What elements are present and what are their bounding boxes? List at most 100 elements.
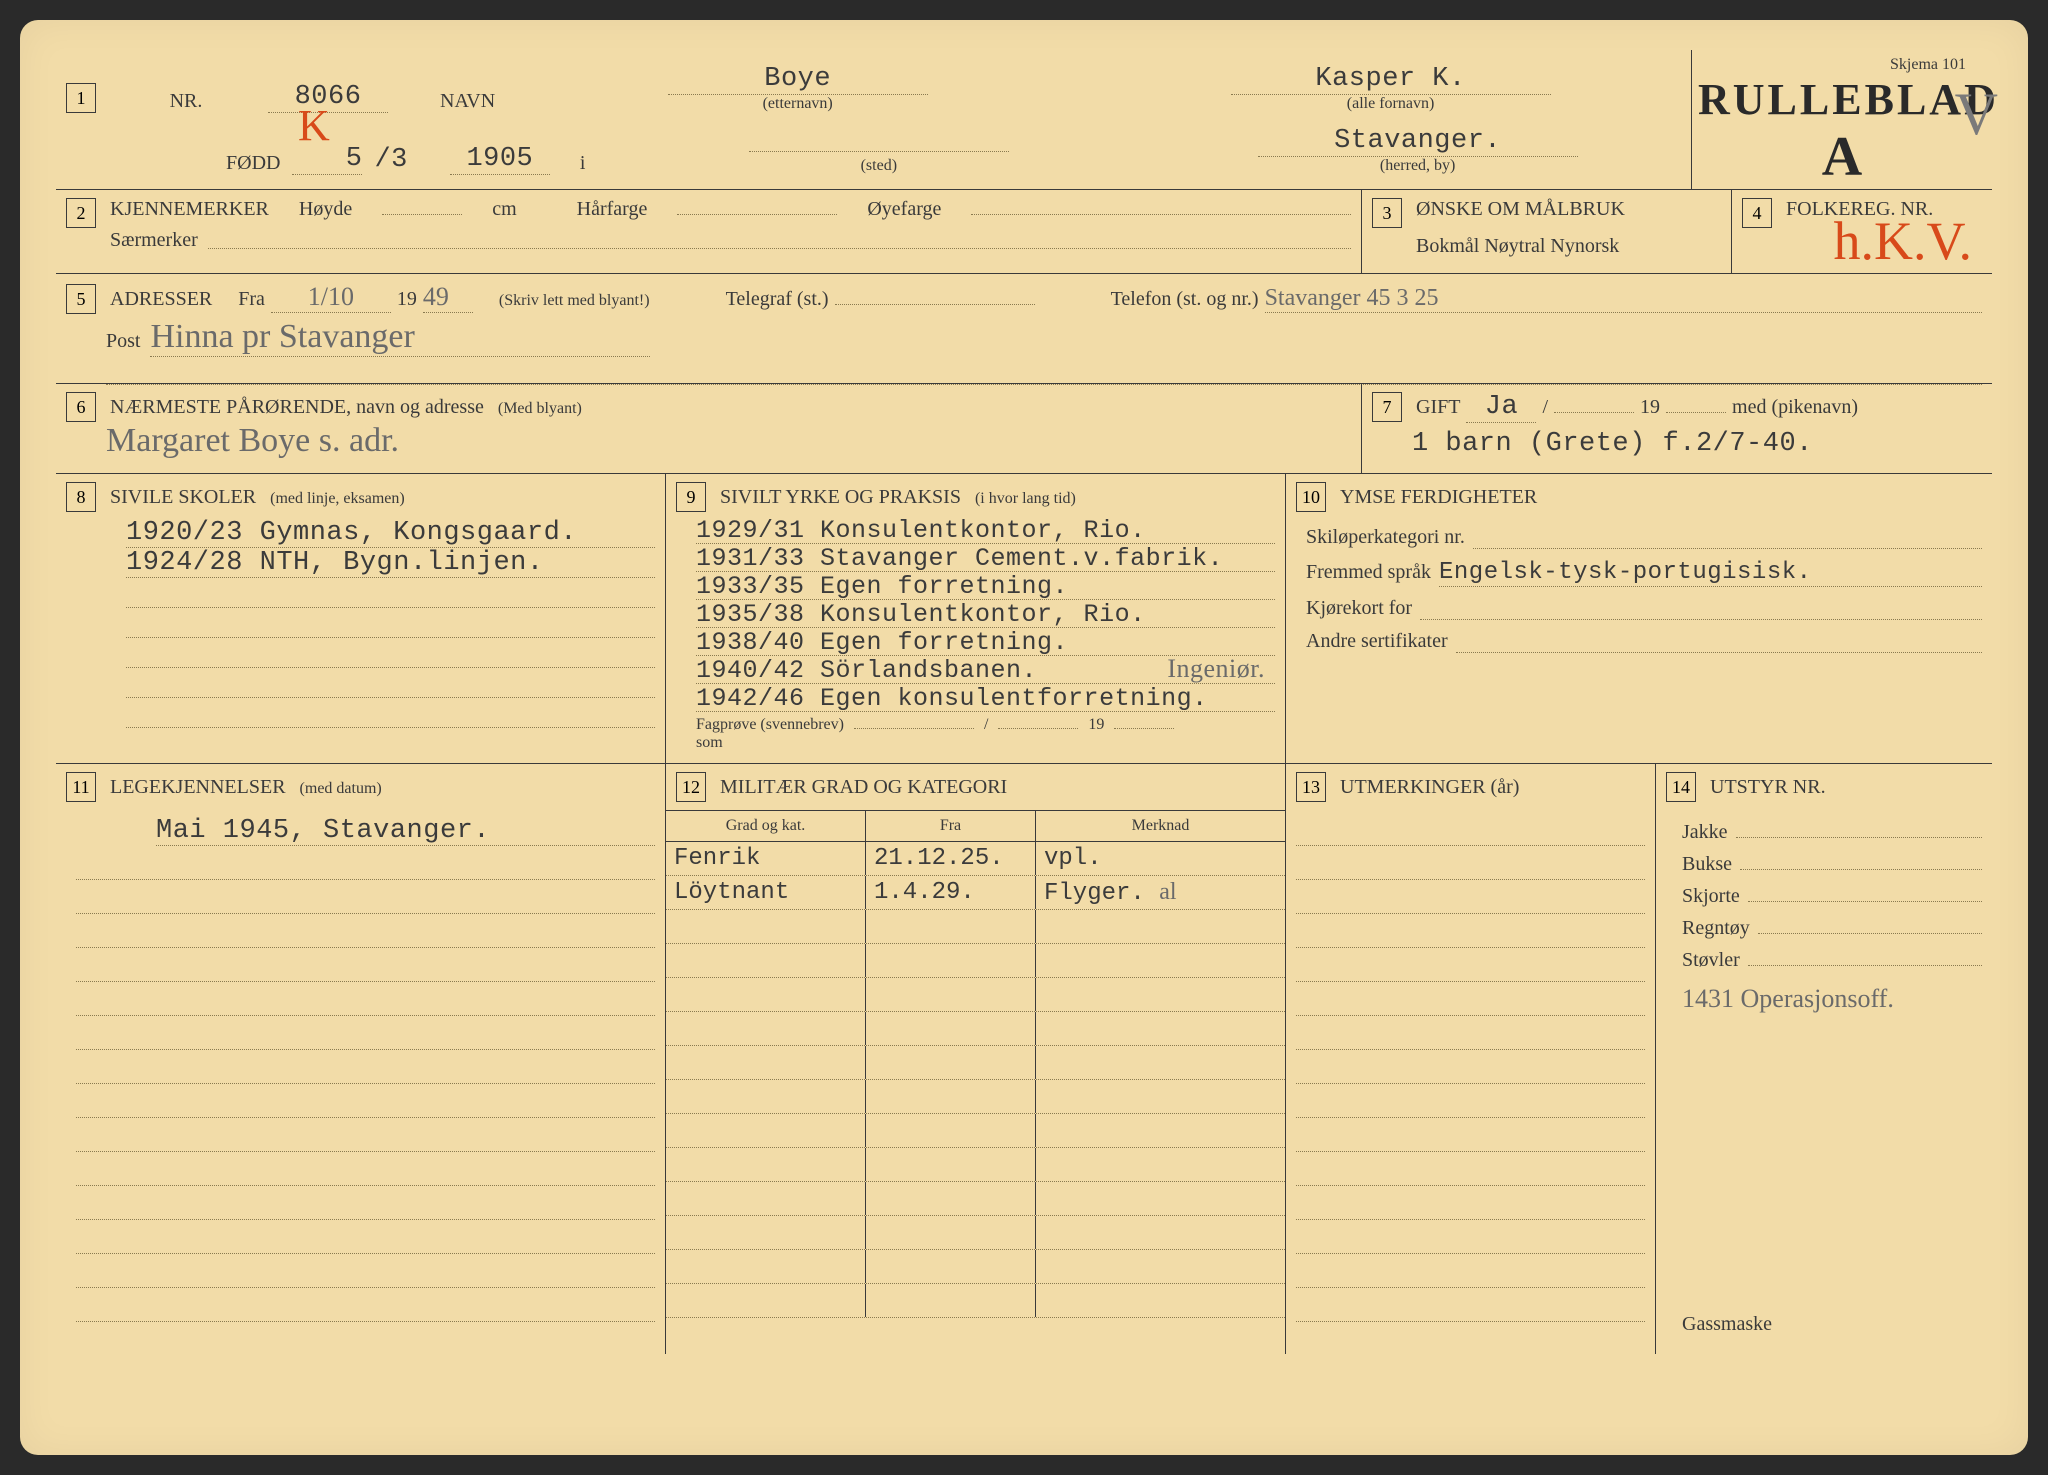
militar-row <box>666 1012 1285 1046</box>
militar-row <box>666 1114 1285 1148</box>
box-number-7: 7 <box>1372 392 1402 422</box>
militar-col2: Fra <box>866 811 1036 841</box>
skoler-title: SIVILE SKOLER <box>110 486 256 509</box>
telefon-value: Stavanger 45 3 25 <box>1265 285 1982 313</box>
yrke-lines: 1929/31 Konsulentkontor, Rio.1931/33 Sta… <box>676 516 1275 712</box>
militar-row <box>666 910 1285 944</box>
yrke-line: 1931/33 Stavanger Cement.v.fabrik. <box>696 544 1275 572</box>
skoler-line: 1924/28 NTH, Bygn.linjen. <box>126 548 655 578</box>
post-value: Hinna pr Stavanger <box>150 318 650 357</box>
nr-label: NR. <box>170 90 203 113</box>
yrke-line: 1929/31 Konsulentkontor, Rio. <box>696 516 1275 544</box>
fagprove-slash: / <box>984 716 988 734</box>
militar-row <box>666 944 1285 978</box>
navn-label: NAVN <box>440 90 495 113</box>
militar-rows: Fenrik21.12.25.vpl. Löytnant1.4.29.Flyge… <box>666 842 1285 1318</box>
form-title-letter: A <box>1698 125 1986 189</box>
box-number-5: 5 <box>66 284 96 314</box>
box-number-6: 6 <box>66 392 96 422</box>
militar-row <box>666 1148 1285 1182</box>
nr-letter: K <box>298 100 330 151</box>
skiloper-label: Skiløperkategori nr. <box>1306 526 1465 549</box>
fremmed-label: Fremmed språk <box>1306 561 1431 584</box>
yrke-line: 1938/40 Egen forretning. <box>696 628 1275 656</box>
malbruk-title: ØNSKE OM MÅLBRUK <box>1416 198 1625 221</box>
etternavn-sublabel: (etternavn) <box>507 95 1088 113</box>
lege-sub: (med datum) <box>300 780 382 798</box>
kjennemerker-label: KJENNEMERKER <box>110 198 269 221</box>
barn-value: 1 barn (Grete) f.2/7-40. <box>1372 429 1982 459</box>
militar-row <box>666 978 1285 1012</box>
militar-row: Löytnant1.4.29.Flyger. al <box>666 876 1285 910</box>
militar-row <box>666 1284 1285 1318</box>
kjorekort-label: Kjørekort for <box>1306 597 1412 620</box>
militar-row <box>666 1216 1285 1250</box>
gift-med: med (pikenavn) <box>1732 396 1858 419</box>
andre-label: Andre sertifikater <box>1306 630 1448 653</box>
etternavn-value: Boye <box>668 64 928 95</box>
militar-row <box>666 1080 1285 1114</box>
lege-title: LEGEKJENNELSER <box>110 776 286 799</box>
malbruk-options: Bokmål Nøytral Nynorsk <box>1416 235 1625 258</box>
utstyr-hand-note: 1431 Operasjonsoff. <box>1666 984 1982 1014</box>
utstyr-items: JakkeBukseSkjorteRegntøyStøvler <box>1666 820 1982 972</box>
yrke-sub: (i hvor lang tid) <box>975 490 1076 508</box>
fornavn-sublabel: (alle fornavn) <box>1100 95 1681 113</box>
fornavn-value: Kasper K. <box>1231 64 1551 95</box>
militar-title: MILITÆR GRAD OG KATEGORI <box>720 776 1007 799</box>
box-number-8: 8 <box>66 482 96 512</box>
fodd-label: FØDD <box>226 152 280 175</box>
utstyr-item-label: Regntøy <box>1682 917 1750 940</box>
box-number-10: 10 <box>1296 482 1326 512</box>
yrke-line: 1940/42 Sörlandsbanen.Ingeniør. <box>696 656 1275 684</box>
saermerker-label: Særmerker <box>110 229 198 252</box>
box-number-11: 11 <box>66 772 96 802</box>
yrke-line: 1933/35 Egen forretning. <box>696 572 1275 600</box>
fra-year-prefix: 19 <box>397 288 417 311</box>
box-number-13: 13 <box>1296 772 1326 802</box>
checkmark: V <box>1955 80 1998 149</box>
utmerkinger-title: UTMERKINGER (år) <box>1340 776 1519 799</box>
utstyr-item-label: Bukse <box>1682 853 1732 876</box>
yrke-line: 1935/38 Konsulentkontor, Rio. <box>696 600 1275 628</box>
gift-value: Ja <box>1466 392 1536 423</box>
telegraf-label: Telegraf (st.) <box>726 288 829 311</box>
skoler-sub: (med linje, eksamen) <box>270 490 405 508</box>
fra-year-suffix: 49 <box>423 282 473 313</box>
box-number-12: 12 <box>676 772 706 802</box>
som-label: som <box>676 734 1275 752</box>
militar-row <box>666 1182 1285 1216</box>
box-number-4: 4 <box>1742 198 1772 228</box>
utstyr-item-label: Støvler <box>1682 949 1740 972</box>
fagprove-label: Fagprøve (svennebrev) <box>696 716 844 734</box>
militar-row <box>666 1250 1285 1284</box>
hoyde-label: Høyde <box>299 198 352 221</box>
militar-col1: Grad og kat. <box>666 811 866 841</box>
gift-year-prefix: 19 <box>1640 396 1660 419</box>
box-number-9: 9 <box>676 482 706 512</box>
oyefarge-label: Øyefarge <box>867 198 941 221</box>
lege-blank-lines <box>66 846 655 1322</box>
utmerkinger-blank-lines <box>1296 812 1645 1322</box>
parorende-title: NÆRMESTE PÅRØRENDE, navn og adresse <box>110 396 484 419</box>
herred-value: Stavanger. <box>1258 126 1578 157</box>
gift-slash: / <box>1542 396 1548 419</box>
skjema-label: Skjema 101 <box>1698 56 1986 74</box>
parorende-sub: (Med blyant) <box>498 400 582 418</box>
harfarge-label: Hårfarge <box>577 198 648 221</box>
utstyr-title: UTSTYR NR. <box>1710 776 1826 799</box>
fremmed-value: Engelsk-tysk-portugisisk. <box>1439 559 1982 587</box>
skoler-lines: 1920/23 Gymnas, Kongsgaard.1924/28 NTH, … <box>66 518 655 728</box>
post-label: Post <box>106 330 140 353</box>
box-number-3: 3 <box>1372 198 1402 228</box>
skriv-hint: (Skriv lett med blyant!) <box>499 292 650 310</box>
utstyr-item-label: Jakke <box>1682 821 1728 844</box>
fra-date: 1/10 <box>271 282 391 313</box>
box-number-14: 14 <box>1666 772 1696 802</box>
yrke-line: 1942/46 Egen konsulentforretning. <box>696 684 1275 712</box>
parorende-value: Margaret Boye s. adr. <box>66 422 1351 460</box>
sted-sublabel: (sted) <box>615 157 1142 175</box>
box-number-2: 2 <box>66 198 96 228</box>
skoler-line: 1920/23 Gymnas, Kongsgaard. <box>126 518 655 548</box>
folkereg-value: h.K.V. <box>1833 210 1972 272</box>
